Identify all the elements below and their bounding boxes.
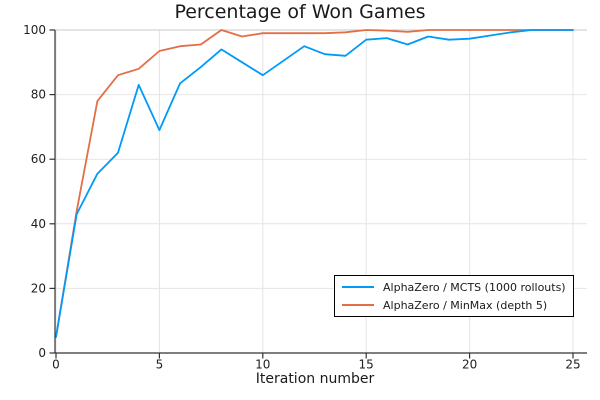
y-tick-label: 100 — [23, 23, 46, 37]
series-line-0 — [55, 29, 574, 338]
series-line-1 — [55, 29, 574, 338]
y-tick-label: 0 — [38, 346, 46, 360]
x-tick-label: 25 — [565, 358, 580, 372]
legend-item-mcts: AlphaZero / MCTS (1000 rollouts) — [342, 280, 573, 295]
y-tick-label: 60 — [31, 152, 46, 166]
legend-line-sample-mcts — [342, 286, 374, 288]
y-tick-label: 80 — [31, 88, 46, 102]
x-axis-label: Iteration number — [255, 371, 375, 387]
y-tick-label: 20 — [31, 281, 46, 295]
x-tick-label: 10 — [255, 358, 270, 372]
legend-label-minmax: AlphaZero / MinMax (depth 5) — [383, 298, 548, 312]
x-tick-label: 5 — [156, 358, 164, 372]
legend-label-mcts: AlphaZero / MCTS (1000 rollouts) — [383, 280, 566, 294]
chart-title: Percentage of Won Games — [174, 1, 426, 23]
x-tick-label: 20 — [462, 358, 477, 372]
x-tick-label: 15 — [359, 358, 374, 372]
legend-line-sample-minmax — [342, 304, 374, 306]
y-tick-label: 40 — [31, 217, 46, 231]
legend-item-minmax: AlphaZero / MinMax (depth 5) — [342, 298, 573, 313]
x-tick-label: 0 — [52, 358, 60, 372]
legend: AlphaZero / MCTS (1000 rollouts) AlphaZe… — [334, 275, 574, 317]
